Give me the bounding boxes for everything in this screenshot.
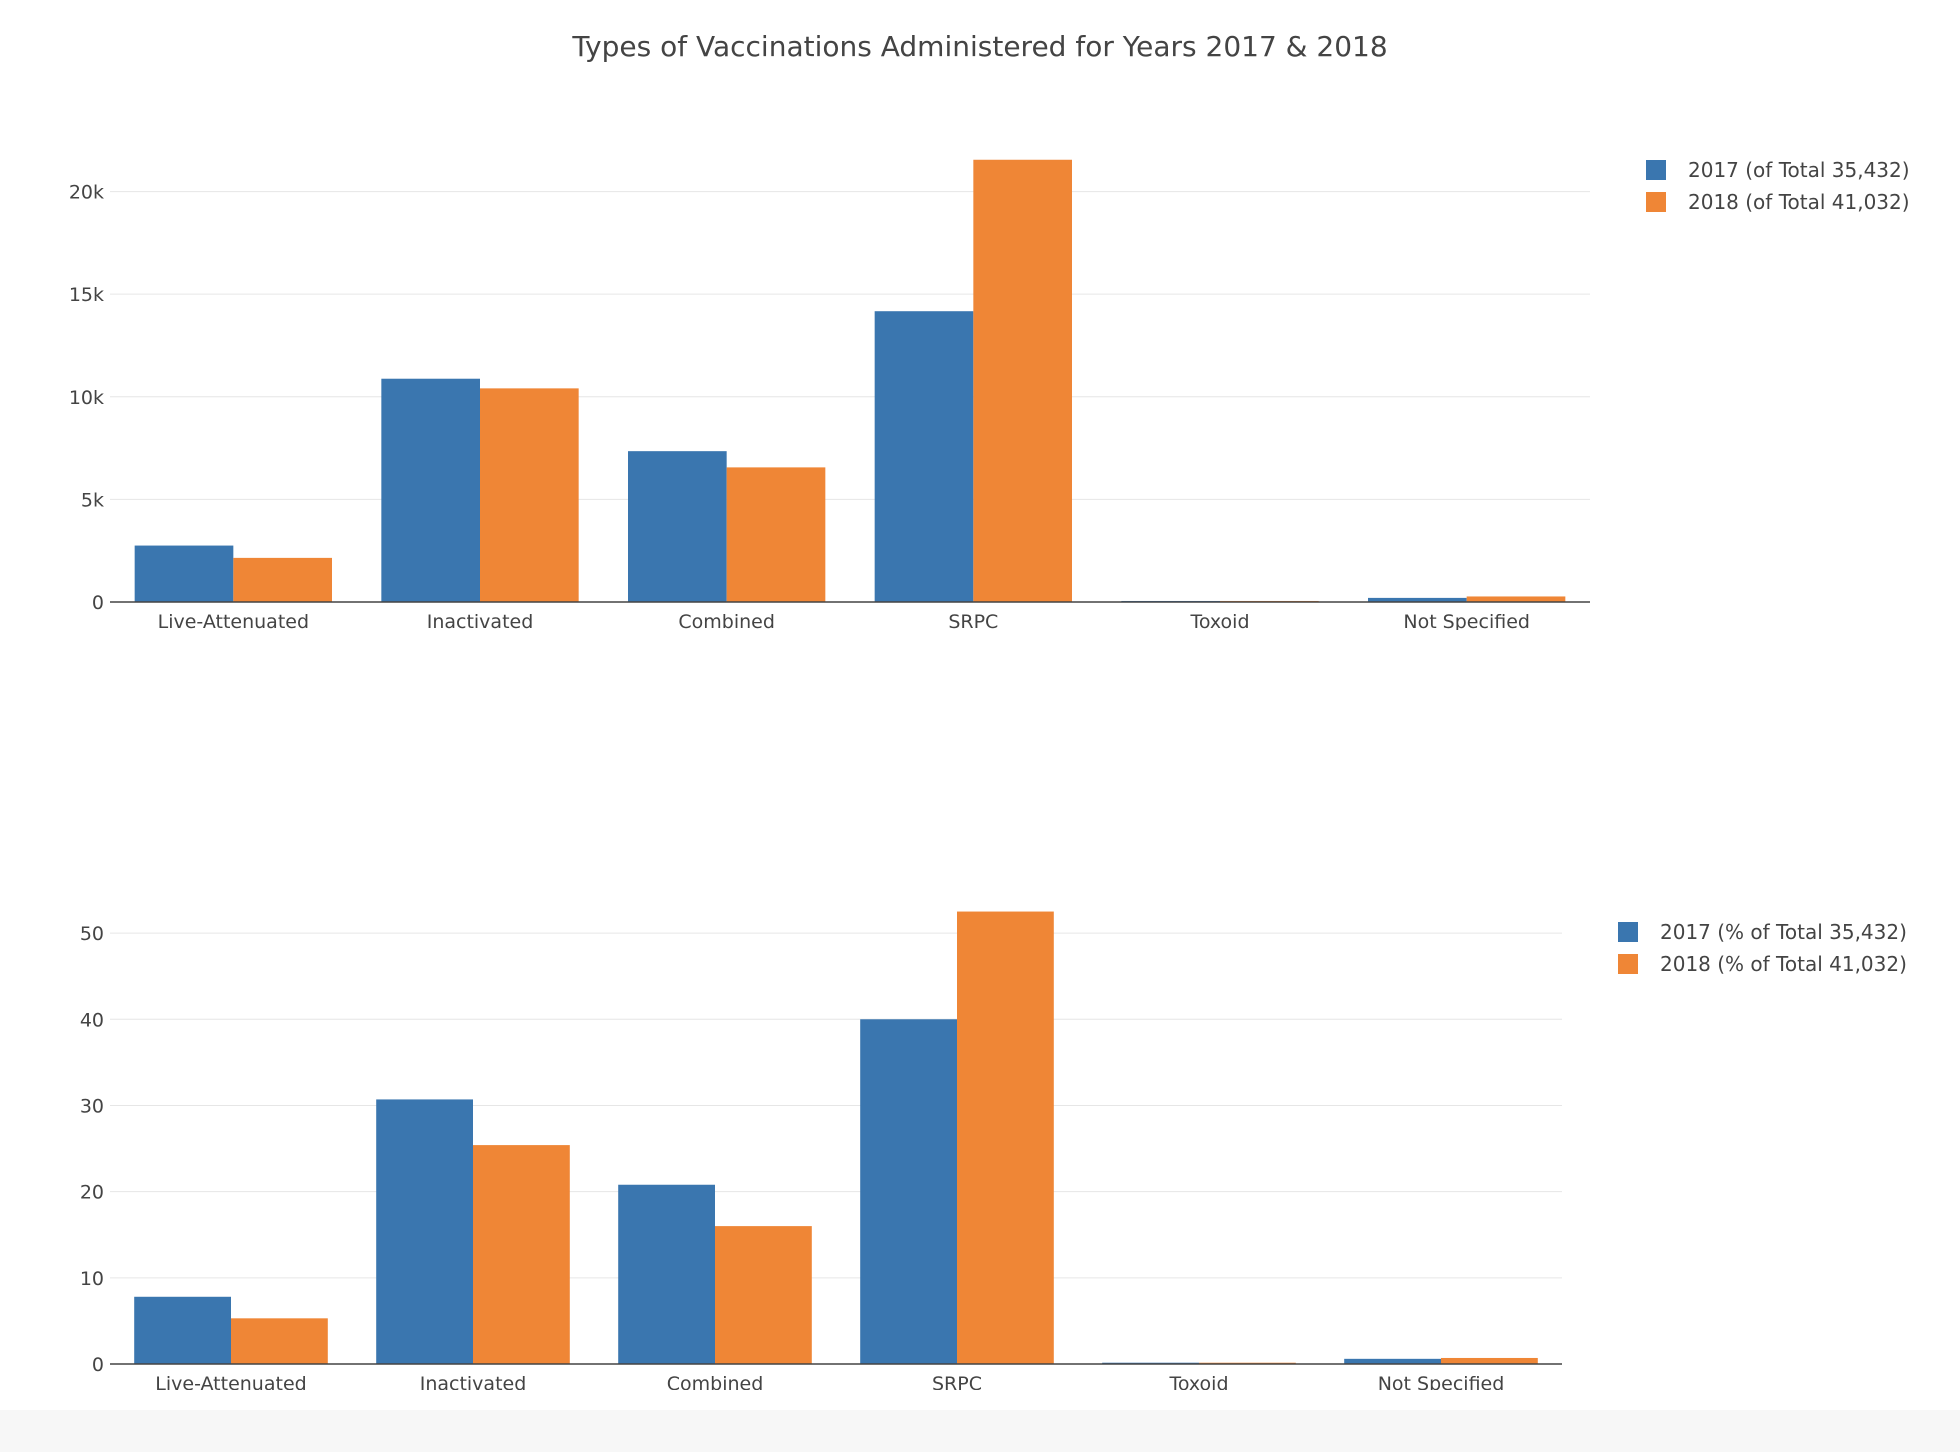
legend-counts: 2017 (of Total 35,432) 2018 (of Total 41,… [1646,154,1910,218]
bar-live-attenuated-series-1 [231,1318,328,1364]
bar-not-specified-series-1 [1466,596,1566,602]
y-tick-label: 10 [80,1268,104,1290]
x-tick-label: Not Specified [1378,1373,1505,1390]
y-tick-label: 10k [69,387,104,409]
y-tick-label: 20k [69,182,104,204]
bar-combined-series-1 [715,1226,812,1364]
x-tick-label: SRPC [948,611,998,630]
y-tick-label: 15k [69,284,104,306]
y-tick-label: 40 [80,1009,104,1031]
bar-live-attenuated-series-0 [134,1296,231,1364]
bar-inactivated-series-1 [480,388,579,602]
legend-label: 2018 (of Total 41,032) [1688,190,1910,214]
legend-item[interactable]: 2018 (of Total 41,032) [1646,186,1910,218]
bar-combined-series-1 [726,467,826,602]
bar-not-specified-series-0 [1368,597,1467,602]
bar-srpc-series-1 [957,911,1054,1364]
bar-combined-series-0 [628,451,727,602]
legend-swatch [1646,192,1666,212]
x-tick-label: Toxoid [1168,1373,1228,1390]
bar-srpc-series-0 [860,1019,957,1364]
legend-percent: 2017 (% of Total 35,432) 2018 (% of Total… [1618,916,1907,980]
legend-label: 2017 (of Total 35,432) [1688,158,1910,182]
bar-srpc-series-0 [874,311,974,602]
y-tick-label: 50 [80,923,104,945]
bar-combined-series-0 [618,1184,715,1364]
x-tick-label: Combined [667,1373,764,1390]
legend-swatch [1646,160,1666,180]
x-tick-label: Live-Attenuated [158,611,309,630]
x-tick-label: Inactivated [427,611,534,630]
bar-not-specified-series-1 [1441,1357,1538,1364]
bar-live-attenuated-series-1 [233,557,332,602]
x-tick-label: Toxoid [1189,611,1249,630]
x-tick-label: Combined [678,611,775,630]
x-tick-label: SRPC [932,1373,982,1390]
legend-item[interactable]: 2017 (of Total 35,432) [1646,154,1910,186]
legend-swatch [1618,922,1638,942]
legend-label: 2018 (% of Total 41,032) [1660,952,1907,976]
legend-item[interactable]: 2018 (% of Total 41,032) [1618,948,1907,980]
y-tick-label: 20 [80,1182,104,1204]
x-tick-label: Live-Attenuated [155,1373,306,1390]
bar-live-attenuated-series-0 [134,545,234,602]
legend-label: 2017 (% of Total 35,432) [1660,920,1907,944]
x-tick-label: Inactivated [420,1373,527,1390]
y-tick-label: 0 [92,592,104,614]
bar-chart-counts: 0 5k 10k 15k 20k Live-Attenuated Inactivated Co… [69,159,1590,630]
bar-inactivated-series-0 [376,1099,473,1364]
bar-inactivated-series-1 [473,1145,570,1364]
bar-srpc-series-1 [973,159,1072,602]
chart-title: Types of Vaccinations Administered for Y… [572,30,1388,63]
bar-inactivated-series-0 [381,378,480,602]
footer-strip [0,1410,1960,1452]
y-tick-label: 5k [81,489,104,511]
legend-swatch [1618,954,1638,974]
bar-not-specified-series-0 [1344,1358,1441,1364]
legend-item[interactable]: 2017 (% of Total 35,432) [1618,916,1907,948]
y-tick-label: 0 [92,1354,104,1376]
bar-chart-percent: 0 10 20 30 40 50 Live-Attenuated Inactivated Com… [80,911,1562,1390]
x-tick-label: Not Specified [1403,611,1530,630]
y-tick-label: 30 [80,1095,104,1117]
